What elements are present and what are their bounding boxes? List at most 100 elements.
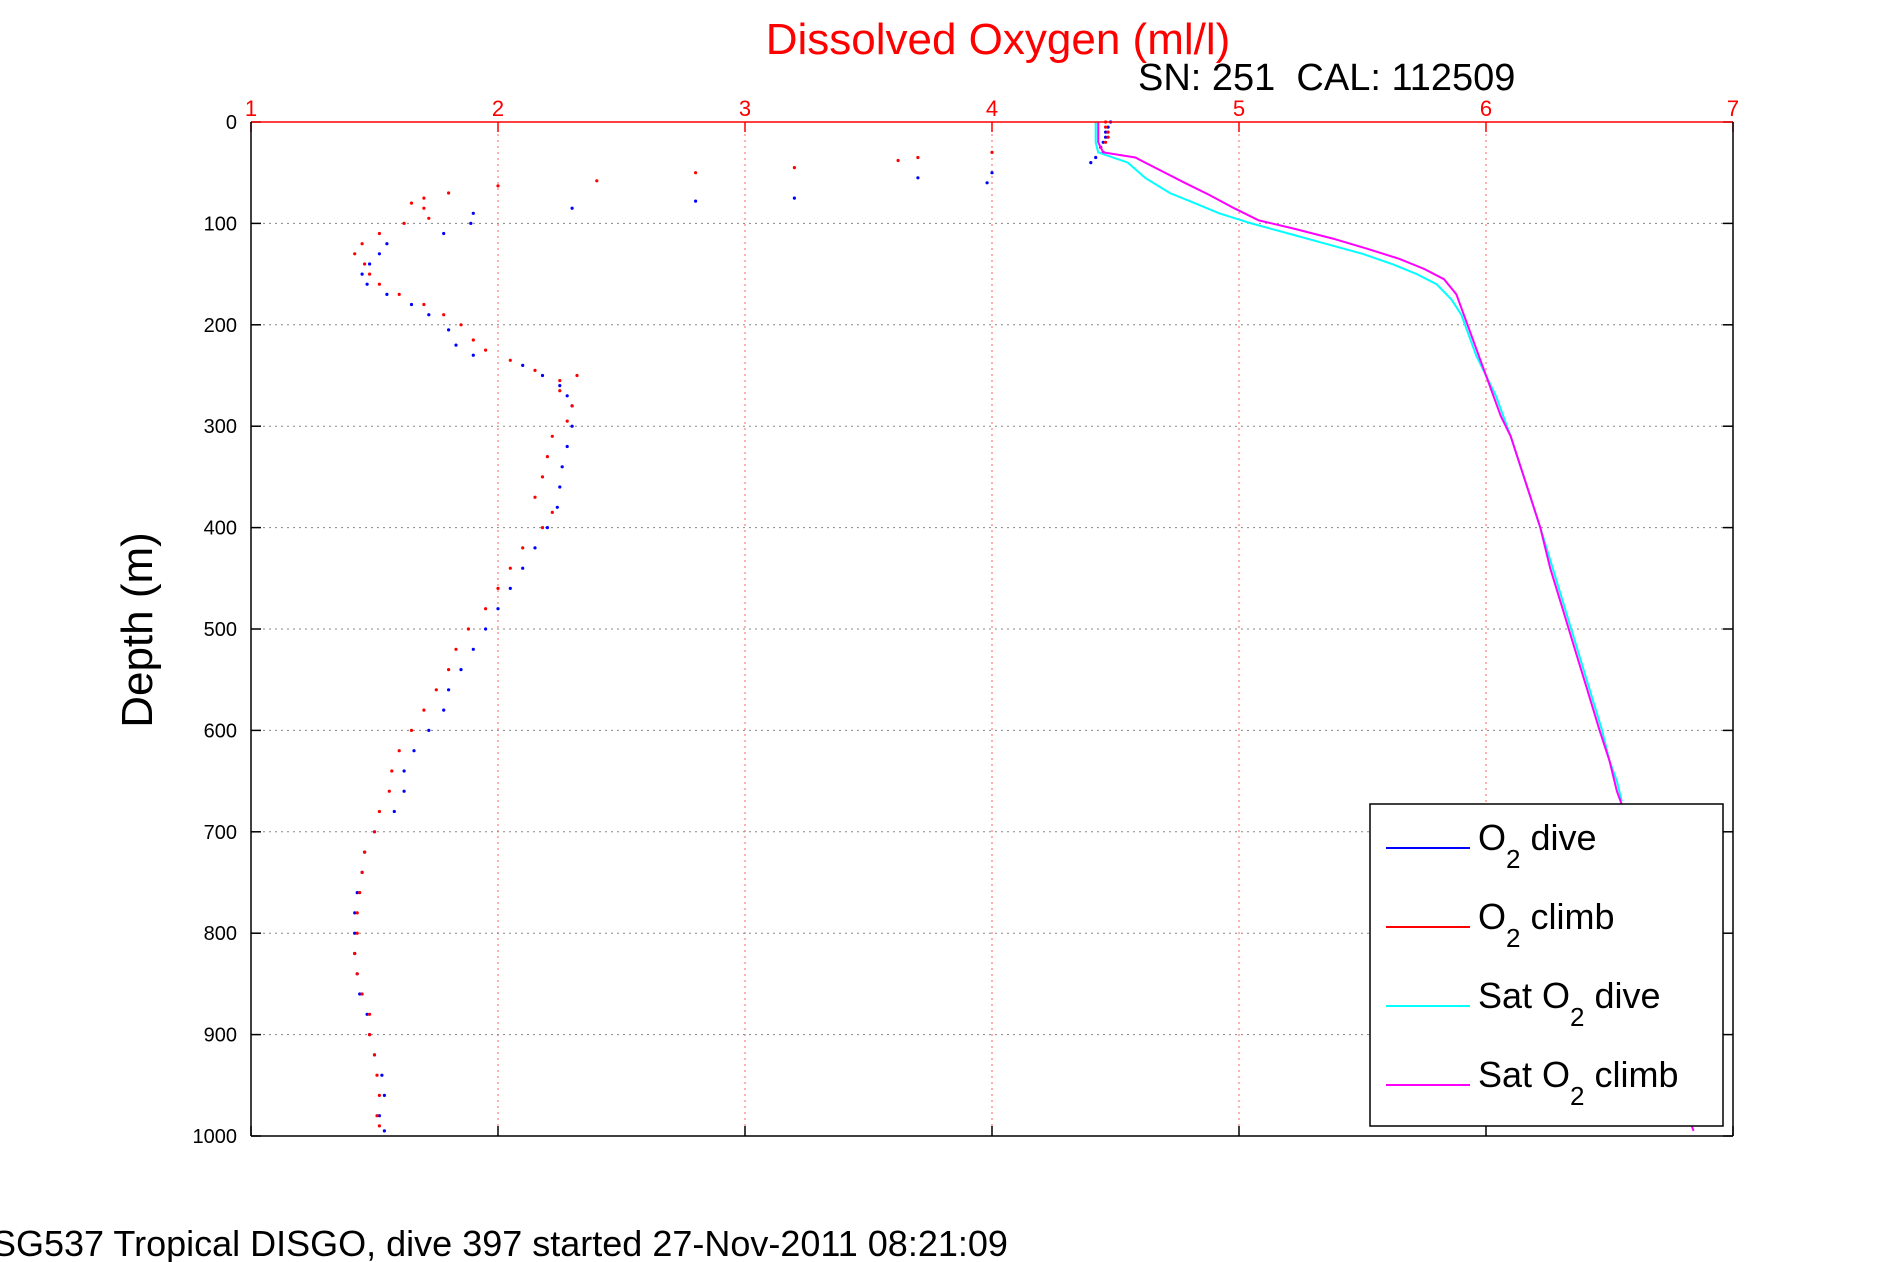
data-point	[471, 647, 475, 651]
legend-box	[1369, 803, 1724, 1127]
data-point	[459, 323, 463, 327]
data-point	[545, 455, 550, 459]
y-tick-labels: 0 100 200 300 400 500 600 700 800 900 1000	[193, 112, 238, 1148]
series-line	[1094, 122, 1623, 802]
data-point	[447, 688, 451, 692]
data-point	[353, 252, 357, 256]
data-point	[896, 158, 900, 163]
data-point	[545, 526, 550, 530]
data-point	[521, 546, 525, 550]
data-point	[565, 444, 569, 449]
series-3	[1097, 122, 1695, 1132]
data-point	[1101, 140, 1105, 144]
data-point	[565, 419, 569, 423]
data-point	[372, 830, 377, 834]
series-line	[1097, 122, 1695, 1132]
data-point	[558, 379, 562, 383]
y-tick-label: 500	[204, 619, 237, 641]
data-point	[409, 728, 414, 733]
y-tick-label: 900	[204, 1025, 237, 1047]
y-tick-label: 400	[204, 518, 237, 540]
data-point	[1106, 135, 1110, 139]
data-point	[496, 607, 500, 611]
data-point	[427, 728, 431, 733]
series-2	[1094, 122, 1623, 802]
legend-entry-subscript: 2	[1506, 923, 1520, 953]
data-point	[377, 1093, 381, 1097]
data-point	[368, 1033, 372, 1037]
legend-entry-text: Sat O	[1478, 1054, 1570, 1095]
data-point	[1106, 125, 1110, 129]
series-1	[353, 120, 1110, 1128]
legend-entry: Sat O2 dive	[1478, 975, 1661, 1032]
y-tick-label: 200	[204, 315, 237, 337]
data-point	[792, 166, 797, 170]
data-point	[990, 171, 994, 175]
data-point	[471, 338, 475, 342]
data-point	[555, 505, 559, 509]
data-point	[363, 262, 367, 266]
data-point	[447, 191, 451, 195]
data-point	[380, 1073, 384, 1077]
data-point	[422, 302, 426, 307]
x-tick-labels: 1 2 3 4 5 6 7	[245, 96, 1739, 121]
data-point	[409, 201, 414, 205]
legend-entry-text: Sat O	[1478, 975, 1570, 1016]
data-point	[595, 179, 599, 183]
data-point	[402, 221, 406, 225]
data-point	[540, 373, 545, 378]
data-point	[387, 789, 391, 793]
data-point	[422, 708, 426, 712]
data-point	[508, 566, 512, 570]
data-point	[916, 155, 920, 160]
x-tick-label: 2	[492, 96, 504, 121]
data-point	[360, 870, 364, 875]
data-point	[533, 495, 537, 499]
data-point	[454, 647, 458, 651]
data-point	[560, 465, 564, 469]
data-point	[397, 749, 401, 753]
data-point	[365, 1012, 369, 1016]
data-point	[565, 394, 569, 398]
data-point	[1104, 130, 1108, 134]
data-point	[385, 292, 389, 296]
data-point	[390, 769, 394, 773]
legend-entry-text: dive	[1585, 975, 1661, 1016]
legend-entry: O2 dive	[1478, 817, 1597, 874]
data-point	[358, 891, 362, 895]
data-point	[392, 809, 396, 814]
y-tick-label: 100	[204, 213, 237, 235]
data-point	[985, 181, 989, 185]
data-point	[368, 262, 372, 266]
data-point	[377, 1114, 381, 1118]
data-point	[1106, 130, 1110, 134]
data-point	[412, 749, 416, 753]
data-point	[466, 627, 470, 631]
data-point	[990, 150, 994, 154]
data-point	[558, 389, 562, 393]
data-point	[575, 373, 579, 378]
chart-title: Dissolved Oxygen (ml/l)	[766, 15, 1231, 64]
data-point	[694, 199, 698, 203]
data-point	[484, 627, 488, 631]
data-point	[1094, 155, 1098, 160]
data-point	[377, 282, 381, 286]
x-tick-label: 3	[739, 96, 751, 121]
data-point	[385, 242, 389, 246]
data-point	[447, 668, 451, 672]
data-point	[508, 586, 512, 591]
y-tick-label: 1000	[193, 1126, 238, 1148]
data-point	[360, 272, 364, 276]
data-point	[916, 176, 920, 180]
data-point	[365, 282, 369, 286]
data-point	[508, 358, 512, 362]
data-series	[353, 120, 1695, 1133]
data-point	[368, 272, 372, 276]
data-point	[471, 353, 475, 357]
data-point	[402, 789, 406, 793]
data-point	[353, 931, 357, 935]
data-point	[550, 434, 554, 438]
data-point	[471, 211, 475, 215]
data-point	[792, 196, 797, 200]
